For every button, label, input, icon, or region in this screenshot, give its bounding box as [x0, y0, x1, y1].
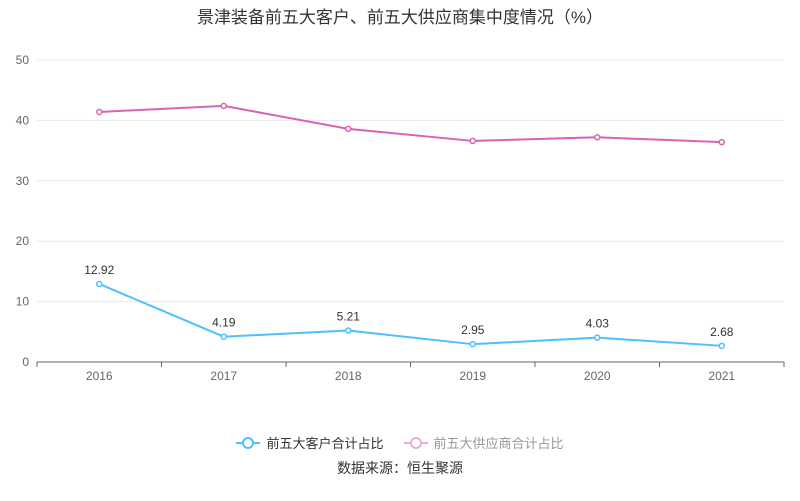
data-point: [718, 138, 725, 146]
data-point: [96, 280, 103, 288]
series-line-1: [99, 104, 722, 144]
legend-label: 前五大供应商合计占比: [433, 436, 564, 451]
data-point: [345, 327, 352, 334]
data-point: [594, 134, 601, 141]
data-label: 12.92: [84, 263, 114, 277]
data-point: [345, 125, 352, 133]
y-tick-label: 50: [16, 53, 30, 67]
x-tick-label: 2020: [584, 369, 611, 383]
x-tick-label: 2018: [335, 369, 362, 383]
legend: 前五大客户合计占比 前五大供应商合计占比: [0, 433, 800, 452]
legend-item-customers[interactable]: 前五大客户合计占比: [236, 433, 384, 452]
data-point: [220, 102, 227, 110]
data-label: 4.03: [586, 317, 610, 331]
data-point: [718, 342, 725, 350]
data-point: [220, 333, 227, 340]
x-tick-label: 2017: [210, 369, 237, 383]
data-label: 4.19: [212, 316, 236, 330]
data-label: 2.68: [710, 325, 734, 339]
data-point: [469, 340, 476, 348]
y-tick-label: 30: [16, 174, 30, 188]
y-tick-label: 0: [22, 355, 29, 369]
x-tick-label: 2021: [708, 369, 735, 383]
x-tick-label: 2016: [86, 369, 113, 383]
legend-marker-icon: [236, 436, 261, 449]
data-point: [469, 137, 476, 145]
legend-label: 前五大客户合计占比: [266, 436, 384, 451]
data-point: [594, 334, 601, 341]
data-label: 5.21: [337, 310, 361, 324]
legend-marker-icon: [403, 436, 428, 449]
x-tick-label: 2019: [459, 369, 486, 383]
chart-title: 景津装备前五大客户、前五大供应商集中度情况（%）: [196, 8, 604, 27]
y-tick-label: 10: [16, 295, 30, 309]
y-tick-label: 40: [16, 113, 30, 127]
data-label: 2.95: [461, 323, 485, 337]
series-line-0: [98, 283, 722, 347]
legend-item-suppliers[interactable]: 前五大供应商合计占比: [403, 433, 564, 452]
data-point: [96, 108, 103, 116]
data-source: 数据来源：恒生聚源: [337, 460, 463, 476]
y-tick-label: 20: [16, 234, 30, 248]
